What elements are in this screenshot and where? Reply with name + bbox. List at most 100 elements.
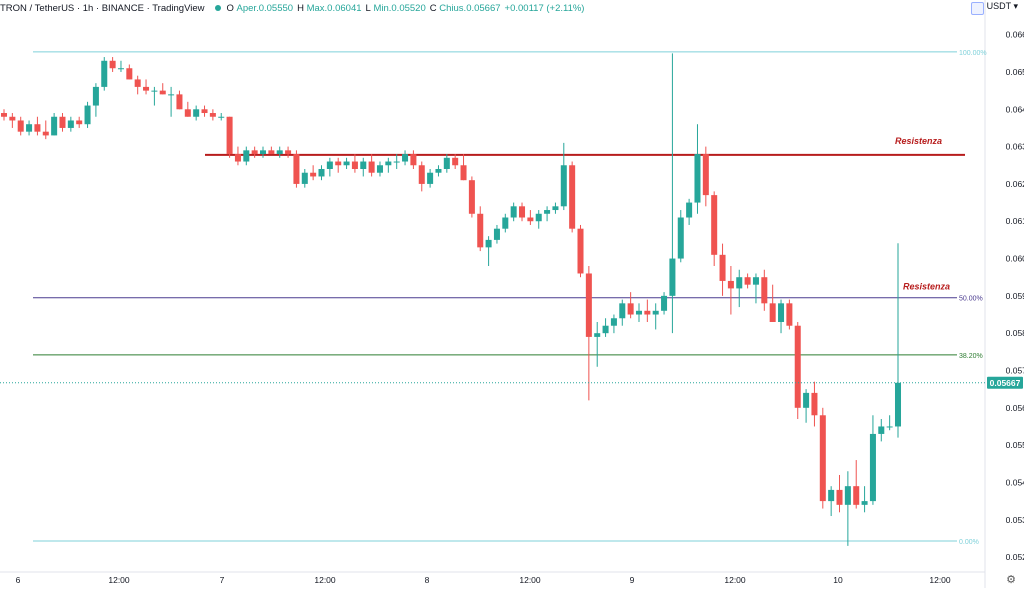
candle-body[interactable] bbox=[485, 239, 492, 248]
candle-body[interactable] bbox=[360, 161, 367, 169]
candle-body[interactable] bbox=[251, 150, 258, 155]
candle-body[interactable] bbox=[226, 116, 233, 155]
candle-body[interactable] bbox=[218, 116, 225, 118]
candle-body[interactable] bbox=[168, 94, 175, 96]
candle-body[interactable] bbox=[101, 60, 108, 87]
candle-body[interactable] bbox=[661, 295, 668, 311]
candle-body[interactable] bbox=[894, 382, 902, 427]
candle-body[interactable] bbox=[410, 154, 417, 166]
candle-body[interactable] bbox=[243, 150, 250, 162]
gear-icon[interactable]: ⚙ bbox=[1006, 574, 1016, 586]
candle-body[interactable] bbox=[519, 206, 526, 218]
currency-selector[interactable]: USDT ▾ bbox=[987, 1, 1018, 12]
candle-body[interactable] bbox=[535, 213, 542, 222]
candle-body[interactable] bbox=[552, 206, 559, 211]
candle-body[interactable] bbox=[669, 258, 676, 296]
candle-body[interactable] bbox=[143, 86, 150, 91]
candle-body[interactable] bbox=[493, 228, 500, 240]
candle-body[interactable] bbox=[844, 486, 851, 505]
candle-body[interactable] bbox=[51, 116, 58, 136]
candle-body[interactable] bbox=[117, 68, 124, 70]
candle-body[interactable] bbox=[393, 161, 400, 163]
candle-body[interactable] bbox=[184, 109, 191, 117]
candle-body[interactable] bbox=[435, 168, 442, 173]
candle-body[interactable] bbox=[402, 154, 409, 162]
candle-body[interactable] bbox=[694, 154, 701, 203]
candle-body[interactable] bbox=[84, 105, 91, 125]
candle-body[interactable] bbox=[652, 310, 659, 315]
candle-body[interactable] bbox=[794, 325, 801, 408]
candle-body[interactable] bbox=[861, 501, 868, 505]
candle-body[interactable] bbox=[786, 303, 793, 326]
candle-body[interactable] bbox=[34, 124, 41, 132]
candle-body[interactable] bbox=[368, 161, 375, 173]
candle-body[interactable] bbox=[276, 150, 283, 155]
candle-body[interactable] bbox=[811, 392, 818, 416]
panel-toggle-icon[interactable] bbox=[971, 2, 984, 15]
candle-body[interactable] bbox=[711, 195, 718, 255]
candle-body[interactable] bbox=[109, 60, 116, 69]
candle-body[interactable] bbox=[702, 154, 709, 196]
candle-body[interactable] bbox=[418, 165, 425, 184]
candle-body[interactable] bbox=[836, 489, 843, 505]
candle-body[interactable] bbox=[778, 303, 785, 322]
candle-body[interactable] bbox=[443, 157, 450, 169]
candle-body[interactable] bbox=[819, 415, 826, 502]
candle-body[interactable] bbox=[769, 303, 776, 322]
candle-body[interactable] bbox=[727, 280, 734, 289]
candle-body[interactable] bbox=[677, 217, 684, 259]
candle-body[interactable] bbox=[268, 150, 275, 155]
candle-body[interactable] bbox=[752, 277, 759, 285]
candle-body[interactable] bbox=[460, 165, 467, 181]
candle-body[interactable] bbox=[126, 68, 133, 80]
candle-body[interactable] bbox=[544, 210, 551, 214]
candle-body[interactable] bbox=[577, 228, 584, 274]
candle-body[interactable] bbox=[602, 325, 609, 334]
candle-body[interactable] bbox=[176, 94, 183, 110]
candle-body[interactable] bbox=[619, 303, 626, 319]
candle-body[interactable] bbox=[719, 254, 726, 281]
candle-body[interactable] bbox=[828, 489, 835, 502]
candle-body[interactable] bbox=[301, 172, 308, 184]
candle-body[interactable] bbox=[594, 333, 601, 337]
candle-body[interactable] bbox=[385, 161, 392, 166]
candle-body[interactable] bbox=[67, 120, 74, 128]
candle-body[interactable] bbox=[878, 426, 885, 434]
candle-body[interactable] bbox=[376, 165, 383, 173]
candle-body[interactable] bbox=[477, 213, 484, 248]
symbol-title[interactable]: TRON / TetherUS · 1h · BINANCE · Trading… bbox=[0, 2, 205, 14]
candle-body[interactable] bbox=[427, 172, 434, 184]
candle-body[interactable] bbox=[159, 90, 166, 95]
candle-body[interactable] bbox=[468, 180, 475, 214]
candle-body[interactable] bbox=[9, 116, 16, 121]
candle-body[interactable] bbox=[585, 273, 592, 337]
candle-body[interactable] bbox=[59, 116, 66, 128]
candle-body[interactable] bbox=[134, 79, 141, 87]
candle-body[interactable] bbox=[343, 161, 350, 166]
candle-body[interactable] bbox=[92, 86, 99, 106]
candle-body[interactable] bbox=[335, 161, 342, 166]
candle-body[interactable] bbox=[686, 202, 693, 218]
candle-body[interactable] bbox=[803, 392, 810, 408]
candle-body[interactable] bbox=[452, 157, 459, 166]
candle-body[interactable] bbox=[869, 433, 876, 502]
candle-body[interactable] bbox=[26, 124, 33, 132]
candle-body[interactable] bbox=[234, 154, 241, 162]
candle-body[interactable] bbox=[610, 318, 617, 326]
candle-body[interactable] bbox=[0, 113, 8, 117]
candle-body[interactable] bbox=[853, 486, 860, 505]
candle-body[interactable] bbox=[560, 165, 567, 207]
candle-body[interactable] bbox=[17, 120, 24, 132]
candle-body[interactable] bbox=[761, 277, 768, 304]
candle-body[interactable] bbox=[151, 90, 158, 92]
candle-body[interactable] bbox=[635, 310, 642, 315]
candle-body[interactable] bbox=[201, 109, 208, 114]
candle-body[interactable] bbox=[326, 161, 333, 169]
candle-body[interactable] bbox=[736, 277, 743, 289]
candle-body[interactable] bbox=[351, 161, 358, 169]
candle-body[interactable] bbox=[510, 206, 517, 218]
candle-body[interactable] bbox=[293, 154, 300, 184]
candle-body[interactable] bbox=[644, 310, 651, 315]
candle-body[interactable] bbox=[260, 150, 267, 155]
